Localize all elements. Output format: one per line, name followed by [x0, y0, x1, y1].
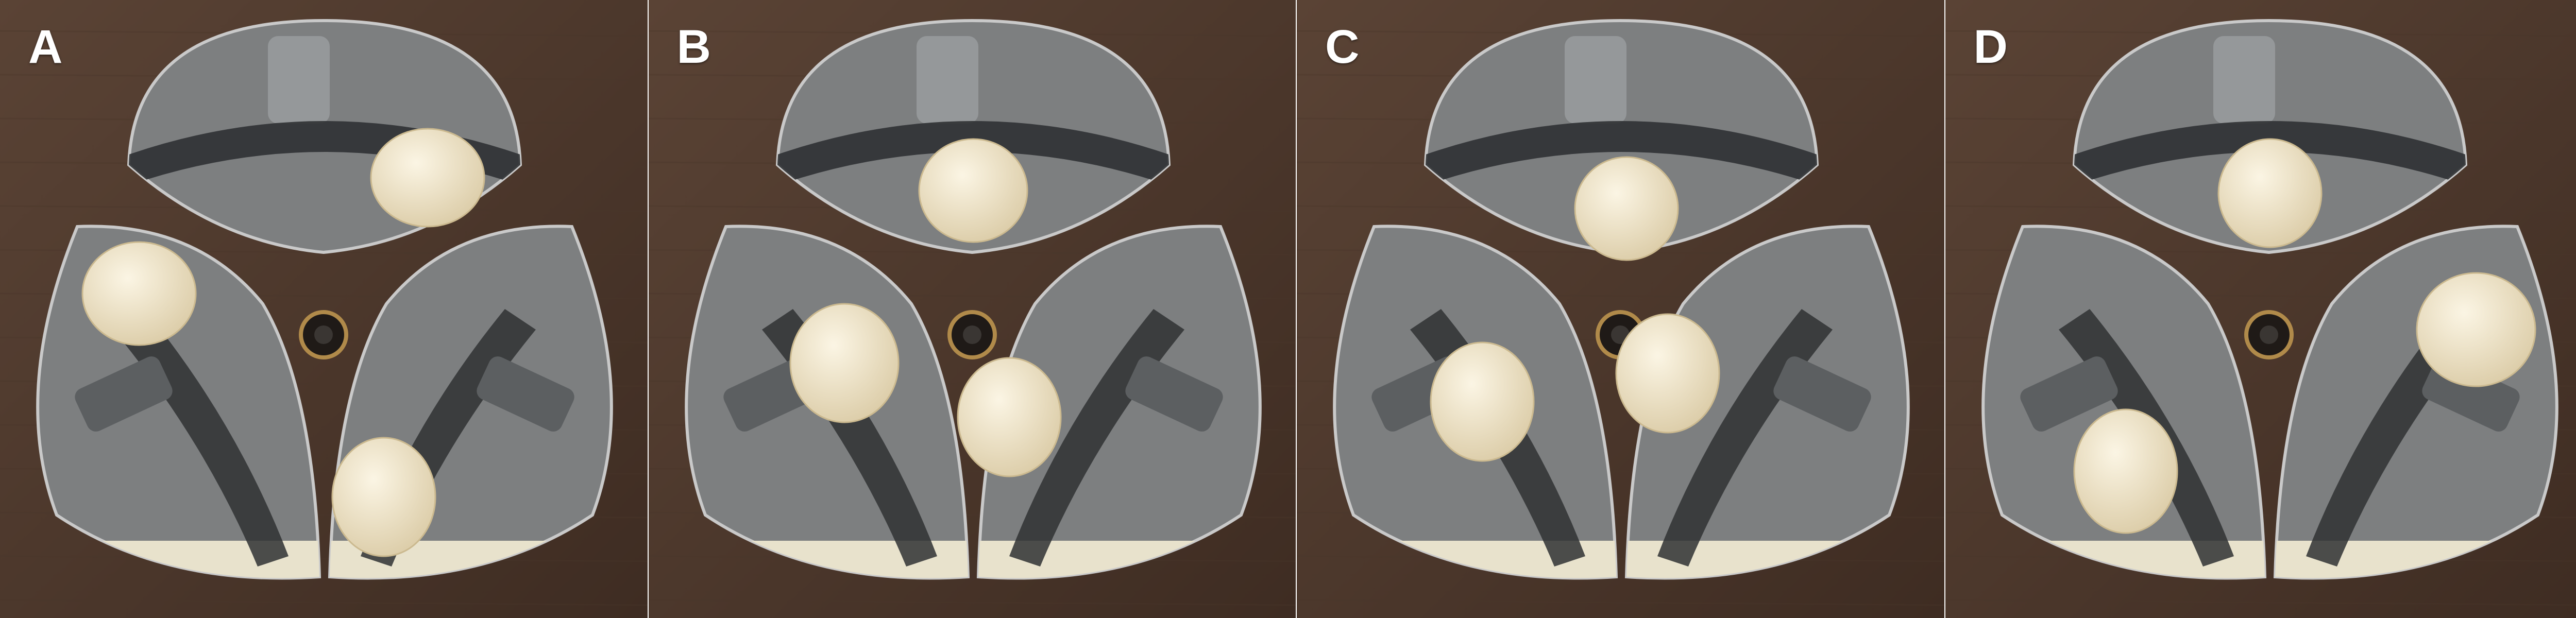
robot-finger [918, 138, 1028, 243]
panel-label: D [1973, 21, 2008, 73]
robot-finger [1430, 341, 1535, 462]
panel-photo [1945, 0, 2576, 618]
robot-finger [2217, 138, 2322, 248]
robot-finger [1615, 313, 1720, 434]
panel-c: C [1297, 0, 1945, 618]
panel-photo [0, 0, 648, 618]
robot-finger [331, 437, 436, 557]
robot-finger [957, 357, 1061, 477]
panel-b: B [648, 0, 1297, 618]
robot-finger [789, 303, 899, 423]
panel-d: D [1945, 0, 2576, 618]
robot-finger [1574, 156, 1679, 261]
robot-finger [2416, 272, 2536, 387]
panel-a: A [0, 0, 649, 618]
robot-finger [2073, 408, 2178, 534]
panel-photo [648, 0, 1296, 618]
panel-label: C [1325, 21, 1360, 73]
robot-finger [370, 128, 485, 228]
panel-label: A [28, 21, 63, 73]
panel-label: B [676, 21, 711, 73]
robot-finger [81, 241, 197, 346]
panel-photo [1297, 0, 1944, 618]
